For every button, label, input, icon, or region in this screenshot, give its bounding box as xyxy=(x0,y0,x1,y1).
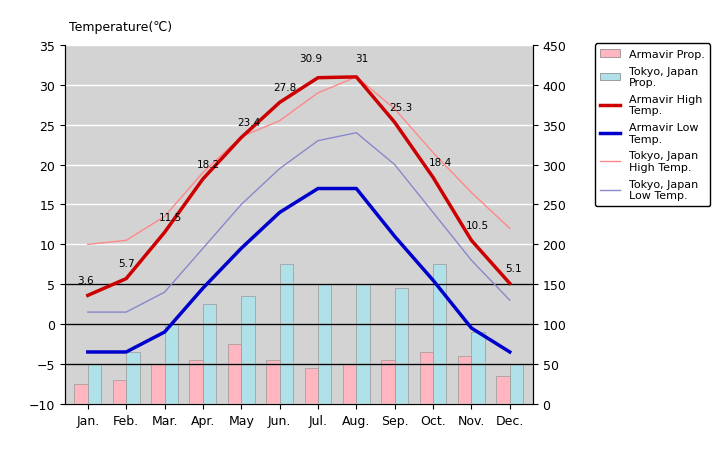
Bar xyxy=(305,368,318,404)
Bar xyxy=(126,352,140,404)
Bar xyxy=(420,352,433,404)
Text: 30.9: 30.9 xyxy=(299,54,322,64)
Bar xyxy=(510,364,523,404)
Bar xyxy=(74,384,88,404)
Bar xyxy=(113,380,126,404)
Text: 25.3: 25.3 xyxy=(389,103,412,113)
Bar xyxy=(266,360,279,404)
Text: 18.4: 18.4 xyxy=(429,157,452,168)
Text: 31: 31 xyxy=(356,53,369,63)
Bar xyxy=(496,376,510,404)
Bar xyxy=(241,297,255,404)
Text: 23.4: 23.4 xyxy=(238,118,261,128)
Bar xyxy=(165,325,178,404)
Bar xyxy=(382,360,395,404)
Text: 10.5: 10.5 xyxy=(466,220,489,230)
Text: Temperature(℃): Temperature(℃) xyxy=(68,21,172,34)
Text: 18.2: 18.2 xyxy=(197,159,220,169)
Bar xyxy=(318,285,331,404)
Text: 27.8: 27.8 xyxy=(274,83,297,93)
Bar xyxy=(228,344,241,404)
Bar xyxy=(343,364,356,404)
Text: 11.5: 11.5 xyxy=(158,213,182,223)
Bar xyxy=(395,289,408,404)
Bar xyxy=(433,265,446,404)
Bar xyxy=(279,265,293,404)
Text: 5.7: 5.7 xyxy=(118,259,135,269)
Text: 3.6: 3.6 xyxy=(78,275,94,285)
Bar xyxy=(472,332,485,404)
Bar xyxy=(189,360,203,404)
Bar xyxy=(151,364,165,404)
Bar xyxy=(88,364,102,404)
Bar xyxy=(203,304,216,404)
Bar xyxy=(356,285,370,404)
Bar xyxy=(458,356,472,404)
Legend: Armavir Prop., Tokyo, Japan
Prop., Armavir High
Temp., Armavir Low
Temp., Tokyo,: Armavir Prop., Tokyo, Japan Prop., Armav… xyxy=(595,44,711,207)
Text: 5.1: 5.1 xyxy=(505,263,522,274)
